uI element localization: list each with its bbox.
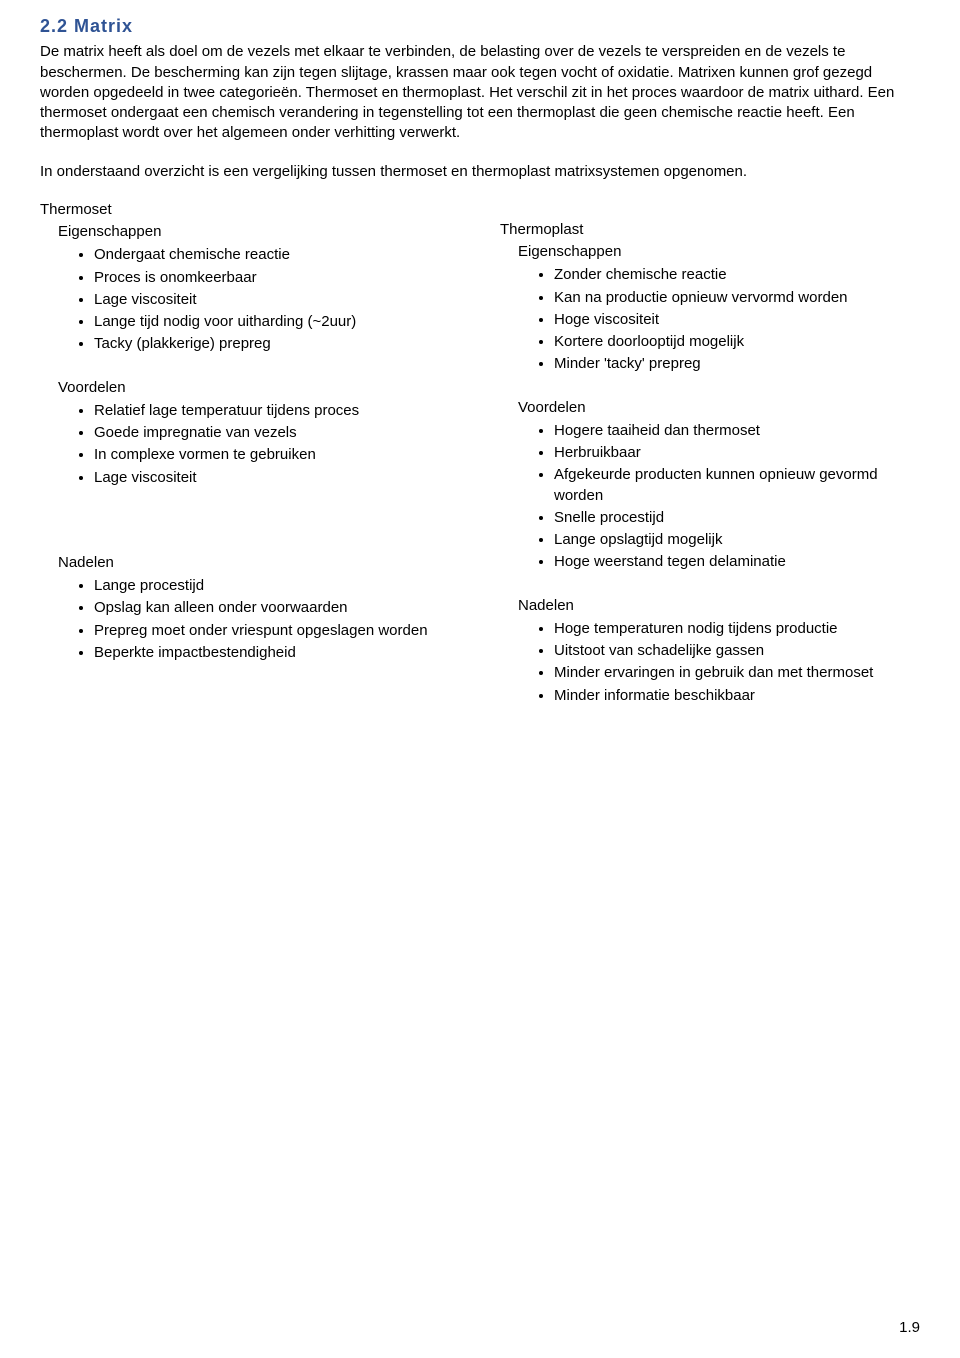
list-item: Hoge viscositeit bbox=[554, 309, 920, 331]
thermoset-nadelen-list: Lange procestijdOpslag kan alleen onder … bbox=[94, 575, 460, 664]
list-item: Lage viscositeit bbox=[94, 289, 460, 311]
thermoplast-column: Thermoplast Eigenschappen Zonder chemisc… bbox=[500, 200, 920, 729]
list-item: Minder informatie beschikbaar bbox=[554, 685, 920, 707]
list-item: Prepreg moet onder vriespunt opgeslagen … bbox=[94, 620, 460, 642]
thermoplast-nadelen-heading: Nadelen bbox=[518, 596, 920, 616]
list-item: Proces is onomkeerbaar bbox=[94, 267, 460, 289]
list-item: Hogere taaiheid dan thermoset bbox=[554, 420, 920, 442]
page-number: 1.9 bbox=[899, 1318, 920, 1338]
section-heading: 2.2 Matrix bbox=[40, 14, 920, 38]
thermoset-voordelen-list: Relatief lage temperatuur tijdens proces… bbox=[94, 400, 460, 489]
thermoplast-eigenschappen-list: Zonder chemische reactieKan na productie… bbox=[554, 264, 920, 375]
list-item: Tacky (plakkerige) prepreg bbox=[94, 333, 460, 355]
list-item: Hoge temperaturen nodig tijdens producti… bbox=[554, 618, 920, 640]
thermoplast-nadelen-list: Hoge temperaturen nodig tijdens producti… bbox=[554, 618, 920, 707]
list-item: Kan na productie opnieuw vervormd worden bbox=[554, 287, 920, 309]
list-item: Uitstoot van schadelijke gassen bbox=[554, 640, 920, 662]
list-item: Lange tijd nodig voor uitharding (~2uur) bbox=[94, 311, 460, 333]
thermoplast-voordelen-list: Hogere taaiheid dan thermosetHerbruikbaa… bbox=[554, 420, 920, 574]
list-item: Goede impregnatie van vezels bbox=[94, 422, 460, 444]
thermoplast-title: Thermoplast bbox=[500, 220, 920, 240]
list-item: Snelle procestijd bbox=[554, 507, 920, 529]
thermoplast-eigenschappen-heading: Eigenschappen bbox=[518, 242, 920, 262]
list-item: Herbruikbaar bbox=[554, 442, 920, 464]
list-item: Relatief lage temperatuur tijdens proces bbox=[94, 400, 460, 422]
thermoset-column: Thermoset Eigenschappen Ondergaat chemis… bbox=[40, 200, 460, 729]
list-item: Lange opslagtijd mogelijk bbox=[554, 529, 920, 551]
thermoset-title: Thermoset bbox=[40, 200, 460, 220]
list-item: Kortere doorlooptijd mogelijk bbox=[554, 331, 920, 353]
list-item: Beperkte impactbestendigheid bbox=[94, 642, 460, 664]
list-item: Lange procestijd bbox=[94, 575, 460, 597]
paragraph-intro: De matrix heeft als doel om de vezels me… bbox=[40, 42, 920, 143]
list-item: Minder 'tacky' prepreg bbox=[554, 353, 920, 375]
list-item: Zonder chemische reactie bbox=[554, 264, 920, 286]
paragraph-overview: In onderstaand overzicht is een vergelij… bbox=[40, 162, 920, 182]
list-item: Hoge weerstand tegen delaminatie bbox=[554, 551, 920, 573]
thermoset-voordelen-heading: Voordelen bbox=[58, 378, 460, 398]
list-item: Lage viscositeit bbox=[94, 467, 460, 489]
list-item: Opslag kan alleen onder voorwaarden bbox=[94, 597, 460, 619]
list-item: In complexe vormen te gebruiken bbox=[94, 444, 460, 466]
list-item: Minder ervaringen in gebruik dan met the… bbox=[554, 662, 920, 684]
thermoset-nadelen-heading: Nadelen bbox=[58, 553, 460, 573]
thermoset-eigenschappen-heading: Eigenschappen bbox=[58, 222, 460, 242]
list-item: Afgekeurde producten kunnen opnieuw gevo… bbox=[554, 464, 920, 507]
thermoplast-voordelen-heading: Voordelen bbox=[518, 398, 920, 418]
thermoset-eigenschappen-list: Ondergaat chemische reactieProces is ono… bbox=[94, 244, 460, 355]
comparison-columns: Thermoset Eigenschappen Ondergaat chemis… bbox=[40, 200, 920, 729]
list-item: Ondergaat chemische reactie bbox=[94, 244, 460, 266]
